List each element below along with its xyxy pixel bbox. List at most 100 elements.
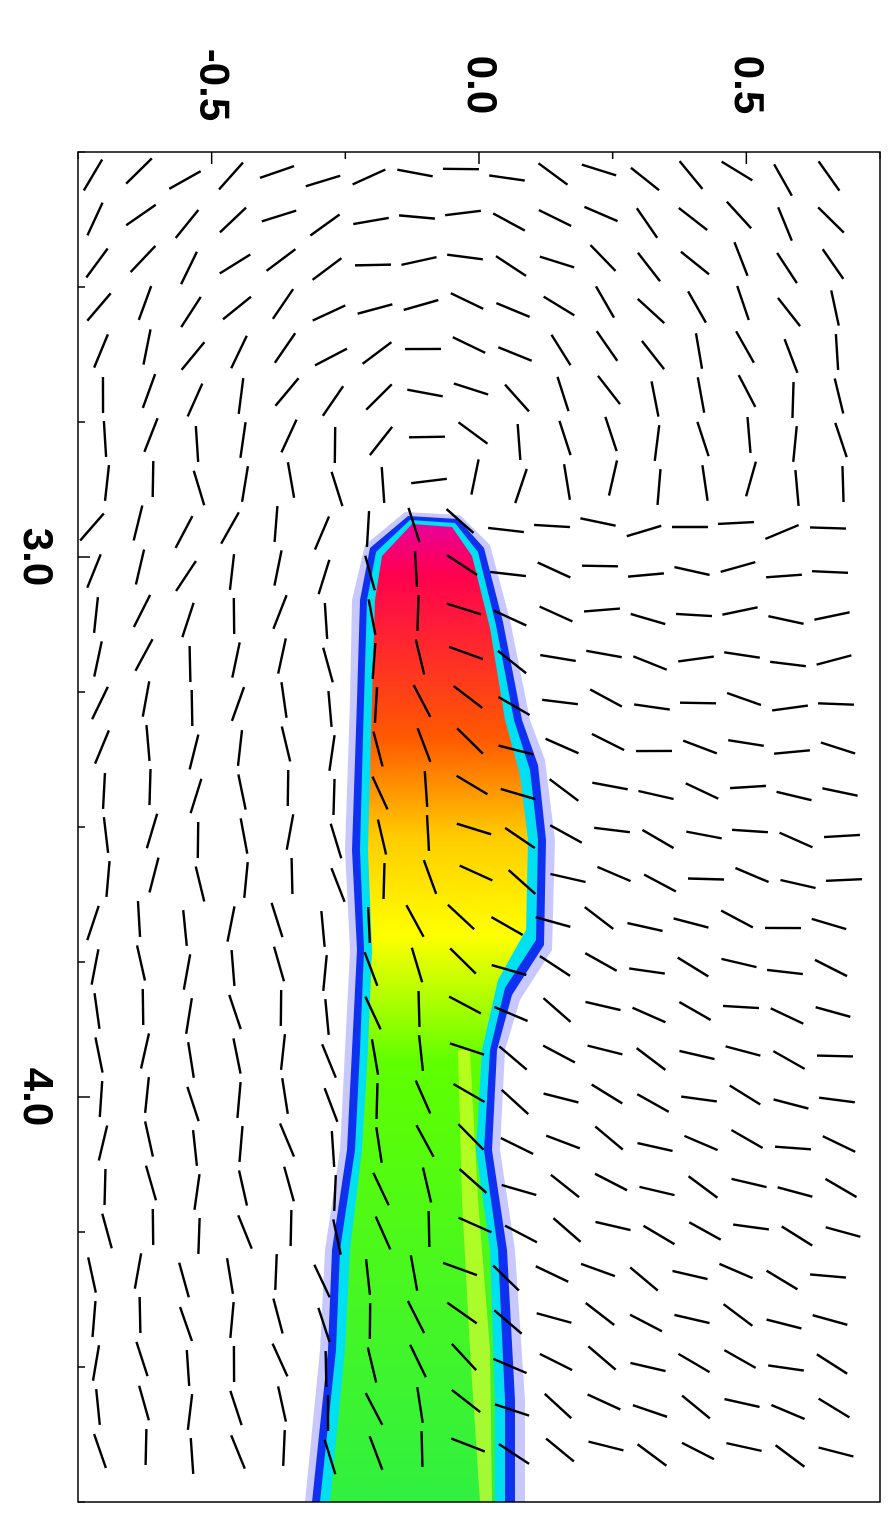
vector — [142, 329, 152, 365]
vector — [777, 206, 793, 242]
vector — [593, 826, 631, 834]
vector — [493, 1005, 529, 1023]
vector — [818, 1096, 856, 1104]
vector — [286, 769, 290, 807]
vector — [332, 778, 336, 816]
vector — [446, 602, 482, 616]
vector — [673, 917, 709, 929]
vector — [834, 422, 848, 458]
plume-stripe — [458, 1050, 492, 1502]
vector — [497, 649, 527, 675]
vector — [589, 244, 617, 272]
vector — [324, 1350, 328, 1388]
vector — [417, 1034, 425, 1072]
vector — [516, 423, 522, 461]
vector — [681, 1441, 715, 1461]
vector — [228, 553, 236, 591]
vector — [412, 684, 432, 718]
vector-field — [79, 157, 863, 1475]
vector — [550, 872, 586, 884]
vector — [135, 945, 147, 981]
vector — [95, 1388, 101, 1426]
vector — [353, 216, 389, 226]
vector — [769, 660, 807, 668]
vector — [259, 164, 295, 180]
vector — [132, 505, 144, 541]
vector — [367, 599, 377, 635]
vector — [545, 1437, 575, 1463]
vector — [374, 1216, 392, 1250]
vector — [230, 949, 236, 987]
vector — [415, 1124, 435, 1158]
vector — [180, 251, 198, 285]
vector — [185, 1349, 191, 1387]
vector — [549, 824, 583, 844]
vector — [589, 688, 623, 708]
vector — [630, 612, 666, 626]
vector — [194, 425, 200, 463]
vector — [728, 738, 764, 748]
vector — [410, 947, 424, 983]
vector — [330, 1130, 336, 1168]
vector — [558, 420, 572, 456]
vector — [290, 857, 294, 895]
vector — [180, 296, 202, 328]
vector — [723, 1349, 757, 1369]
vector — [231, 642, 241, 678]
vector — [271, 288, 295, 320]
vector — [414, 639, 426, 675]
vector — [818, 1446, 854, 1458]
vector — [737, 374, 757, 408]
vector — [375, 1082, 379, 1120]
vector — [328, 735, 336, 771]
vector — [556, 376, 570, 412]
vector — [450, 292, 484, 310]
vector — [192, 470, 206, 506]
vector — [539, 955, 571, 977]
vector — [815, 1006, 851, 1018]
vector — [630, 1361, 666, 1373]
vector — [650, 381, 660, 417]
vector — [834, 333, 840, 371]
vector — [585, 1302, 615, 1326]
vector — [687, 877, 725, 881]
vector — [397, 168, 433, 178]
vector — [501, 1183, 537, 1197]
vector — [218, 161, 244, 191]
vector — [773, 749, 811, 755]
vector — [364, 555, 376, 591]
vector — [550, 334, 572, 366]
vector — [562, 464, 572, 500]
vector — [277, 638, 287, 674]
vector — [537, 561, 571, 579]
vector — [188, 645, 192, 683]
vector — [189, 778, 203, 814]
vector — [134, 638, 154, 672]
vector — [642, 1224, 676, 1246]
vector — [229, 1390, 243, 1426]
vector — [352, 168, 386, 186]
vector — [101, 1213, 113, 1249]
vector — [746, 416, 752, 454]
vector — [144, 1165, 158, 1201]
vector — [675, 612, 713, 618]
vector — [491, 963, 527, 977]
vector — [105, 860, 111, 898]
vector — [91, 1300, 97, 1338]
vector — [694, 333, 704, 369]
vector — [726, 691, 762, 707]
vector — [274, 377, 300, 407]
vector — [321, 385, 345, 417]
vector — [724, 1397, 760, 1409]
vector — [588, 1440, 624, 1452]
vector — [537, 162, 569, 186]
vector — [409, 1344, 427, 1378]
vector — [718, 1262, 754, 1280]
vector — [816, 1054, 854, 1058]
vector — [280, 419, 298, 453]
vector — [243, 861, 249, 899]
vector — [583, 205, 619, 223]
vector — [311, 257, 343, 281]
vector — [640, 340, 666, 370]
vector — [191, 1129, 199, 1167]
